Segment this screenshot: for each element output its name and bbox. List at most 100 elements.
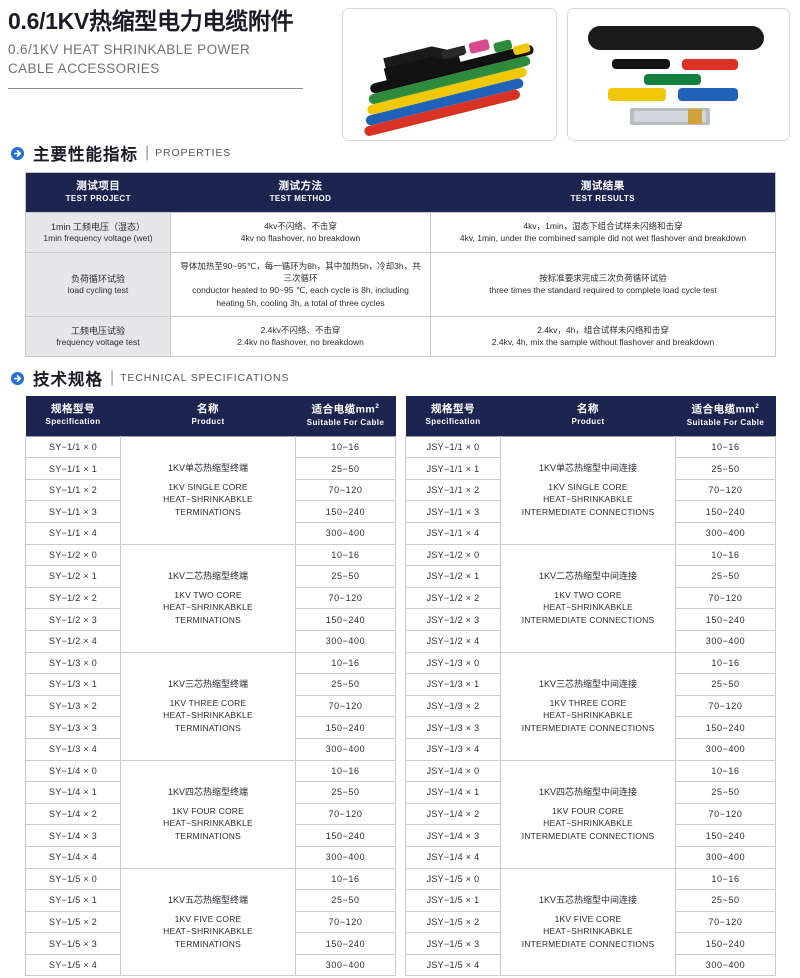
spec-code-cell: JSY−1/2 × 3 (405, 608, 501, 631)
spec-cable-range-cell: 10−16 (675, 651, 776, 675)
properties-table-header-row: 测试项目 TEST PROJECT 测试方法 TEST METHOD 测试结果 … (25, 172, 776, 213)
spec-code-cell: SY−1/5 × 4 (25, 953, 121, 977)
title-block: 0.6/1KV热缩型电力电缆附件 0.6/1KV HEAT SHRINKABLE… (8, 8, 328, 78)
table-row: SY−1/1 × 0 1KV单芯热缩型终端 1KV SINGLE CORE HEAT−… (25, 435, 396, 545)
prop-test-result-cell: 4kv，1min，湿态下组合试样未闪络和击穿 4kv, 1min, under … (430, 212, 776, 253)
spec-code-cell: JSY−1/2 × 4 (405, 629, 501, 653)
product-name-cn: 1KV三芯热缩型终端 (167, 679, 248, 690)
spec-code-cell: SY−1/5 × 3 (25, 932, 121, 955)
cell-en: load cycling test (67, 284, 129, 295)
table-row: SY−1/5 × 3 150−240 (25, 932, 396, 955)
cell-en: 4kv, 1min, under the combined sample did… (459, 233, 747, 244)
spec-cable-range-cell: 25−50 (295, 565, 396, 588)
product-name-en: 1KV TWO CORE HEAT−SHRINKABKLE INTERMEDIATE… (521, 590, 655, 625)
spec-header-specification: 规格型号 Specification (405, 396, 501, 437)
section-title-cn: 技术规格 (33, 371, 103, 389)
product-photo-tubes (342, 8, 557, 141)
spec-code-cell: JSY−1/3 × 3 (405, 716, 501, 739)
properties-header-test-project: 测试项目 TEST PROJECT (25, 172, 171, 213)
table-row: SY−1/3 × 1 25−50 (25, 673, 396, 696)
page-title-en: 0.6/1KV HEAT SHRINKABLE POWER CABLE ACCE… (8, 41, 328, 77)
spec-cable-range-cell: 10−16 (295, 651, 396, 675)
spec-code-cell: JSY−1/1 × 4 (405, 522, 501, 545)
spec-code-cell: SY−1/3 × 2 (25, 694, 121, 718)
cell-cn: 4kv，1min，湿态下组合试样未闪络和击穿 (523, 221, 683, 232)
spec-cable-range-cell: 70−120 (295, 586, 396, 610)
spec-cable-range-cell: 25−50 (675, 889, 776, 912)
table-row: SY−1/4 × 3 150−240 (25, 824, 396, 847)
spec-code-cell: JSY−1/3 × 2 (405, 694, 501, 718)
spec-code-cell: JSY−1/4 × 4 (405, 845, 501, 869)
table-row: SY−1/4 × 2 70−120 (25, 802, 396, 826)
table-row: 工频电压试验 frequency voltage test 2.4kv不闪络、不… (25, 316, 776, 357)
spec-cable-range-cell: 150−240 (295, 716, 396, 739)
header-en: Product (571, 417, 605, 427)
table-row: JSY−1/2 × 0 1KV二芯热缩型中间连接 1KV TWO CORE HEAT−… (405, 543, 776, 653)
spec-cable-range-cell: 10−16 (675, 759, 776, 783)
spec-table-body: SY−1/1 × 0 1KV单芯热缩型终端 1KV SINGLE CORE HEAT−… (25, 435, 396, 977)
properties-table-body: 1min 工频电压（湿态） 1min frequency voltage (we… (25, 212, 776, 357)
spec-cable-range-cell: 10−16 (675, 543, 776, 567)
table-row: JSY−1/1 × 3 150−240 (405, 500, 776, 523)
header-cn: 测试方法 (278, 180, 323, 192)
header-cn: 名称 (197, 403, 219, 416)
table-row: SY−1/3 × 2 70−120 (25, 694, 396, 718)
spec-code-cell: SY−1/3 × 1 (25, 673, 121, 696)
spec-code-cell: JSY−1/5 × 4 (405, 953, 501, 977)
spec-code-cell: SY−1/4 × 1 (25, 781, 121, 804)
spec-code-cell: SY−1/3 × 3 (25, 716, 121, 739)
table-row: SY−1/1 × 4 300−400 (25, 522, 396, 545)
spec-table-terminations: 规格型号 Specification 名称 Product 适合电缆mm2 Suitabl… (25, 396, 396, 977)
spec-code-cell: SY−1/4 × 4 (25, 845, 121, 869)
spec-cable-range-cell: 10−16 (295, 543, 396, 567)
cell-cn: 负荷循环试验 (70, 273, 125, 284)
cell-en: three times the standard required to com… (489, 285, 717, 296)
product-name-en: 1KV THREE CORE HEAT−SHRINKABKLE INTERMEDIA… (521, 698, 655, 733)
product-name-en: 1KV THREE CORE HEAT−SHRINKABKLE TERMINATIO… (163, 698, 253, 733)
spec-code-cell: SY−1/2 × 1 (25, 565, 121, 588)
spec-code-cell: SY−1/4 × 0 (25, 759, 121, 783)
cell-en: 2.4kv, 4h, mix the sample without flasho… (491, 337, 715, 348)
spec-cable-range-cell: 25−50 (295, 673, 396, 696)
table-row: JSY−1/4 × 2 70−120 (405, 802, 776, 826)
spec-cable-range-cell: 150−240 (675, 608, 776, 631)
spec-cable-range-cell: 300−400 (675, 522, 776, 545)
table-row: SY−1/5 × 1 25−50 (25, 889, 396, 912)
product-name-cn: 1KV五芯热缩型终端 (167, 894, 248, 905)
prop-test-project-cell: 工频电压试验 frequency voltage test (25, 316, 171, 357)
spec-cable-range-cell: 300−400 (675, 629, 776, 653)
spec-cable-range-cell: 70−120 (295, 694, 396, 718)
spec-code-cell: SY−1/2 × 0 (25, 543, 121, 567)
cell-en: conductor heated to 90~95 ℃, each cycle … (192, 285, 409, 308)
spec-cable-range-cell: 70−120 (675, 802, 776, 826)
product-name-cn: 1KV四芯热缩型中间连接 (538, 787, 637, 798)
header-en: TEST RESULTS (570, 194, 635, 204)
spec-code-cell: JSY−1/4 × 1 (405, 781, 501, 804)
heat-shrink-kit-illustration (568, 9, 789, 140)
header-cn: 名称 (577, 403, 599, 416)
section-divider: | (145, 144, 150, 161)
spec-cable-range-cell: 300−400 (295, 737, 396, 761)
cell-en: frequency voltage test (56, 336, 140, 347)
spec-code-cell: SY−1/1 × 2 (25, 478, 121, 502)
spec-table-intermediate-connections: 规格型号 Specification 名称 Product 适合电缆mm2 Suitabl… (405, 396, 776, 977)
table-row: 负荷循环试验 load cycling test 导体加热至90~95℃，每一循… (25, 251, 776, 318)
spec-product-cell: 1KV二芯热缩型中间连接 1KV TWO CORE HEAT−SHRINKABKLE… (500, 543, 676, 653)
table-row: JSY−1/4 × 3 150−240 (405, 824, 776, 847)
spec-header-suitable-cable: 适合电缆mm2 Suitable For Cable (675, 396, 776, 437)
header-en: Suitable For Cable (306, 417, 385, 427)
table-row: SY−1/2 × 0 1KV二芯热缩型终端 1KV TWO CORE HEAT−SHR… (25, 543, 396, 653)
table-row: SY−1/1 × 3 150−240 (25, 500, 396, 523)
spec-cable-range-cell: 70−120 (295, 478, 396, 502)
spec-cable-range-cell: 10−16 (675, 435, 776, 459)
table-row: JSY−1/2 × 3 150−240 (405, 608, 776, 631)
spec-cable-range-cell: 70−120 (295, 802, 396, 826)
properties-header-test-method: 测试方法 TEST METHOD (170, 172, 431, 213)
product-name-cn: 1KV四芯热缩型终端 (167, 787, 248, 798)
spec-code-cell: SY−1/4 × 2 (25, 802, 121, 826)
product-name-en: 1KV TWO CORE HEAT−SHRINKABKLE TERMINATIONS (163, 590, 253, 625)
page-title-cn: 0.6/1KV热缩型电力电缆附件 (8, 8, 294, 34)
table-row: SY−1/3 × 3 150−240 (25, 716, 396, 739)
spec-header-product: 名称 Product (120, 396, 296, 437)
spec-cable-range-cell: 10−16 (295, 435, 396, 459)
